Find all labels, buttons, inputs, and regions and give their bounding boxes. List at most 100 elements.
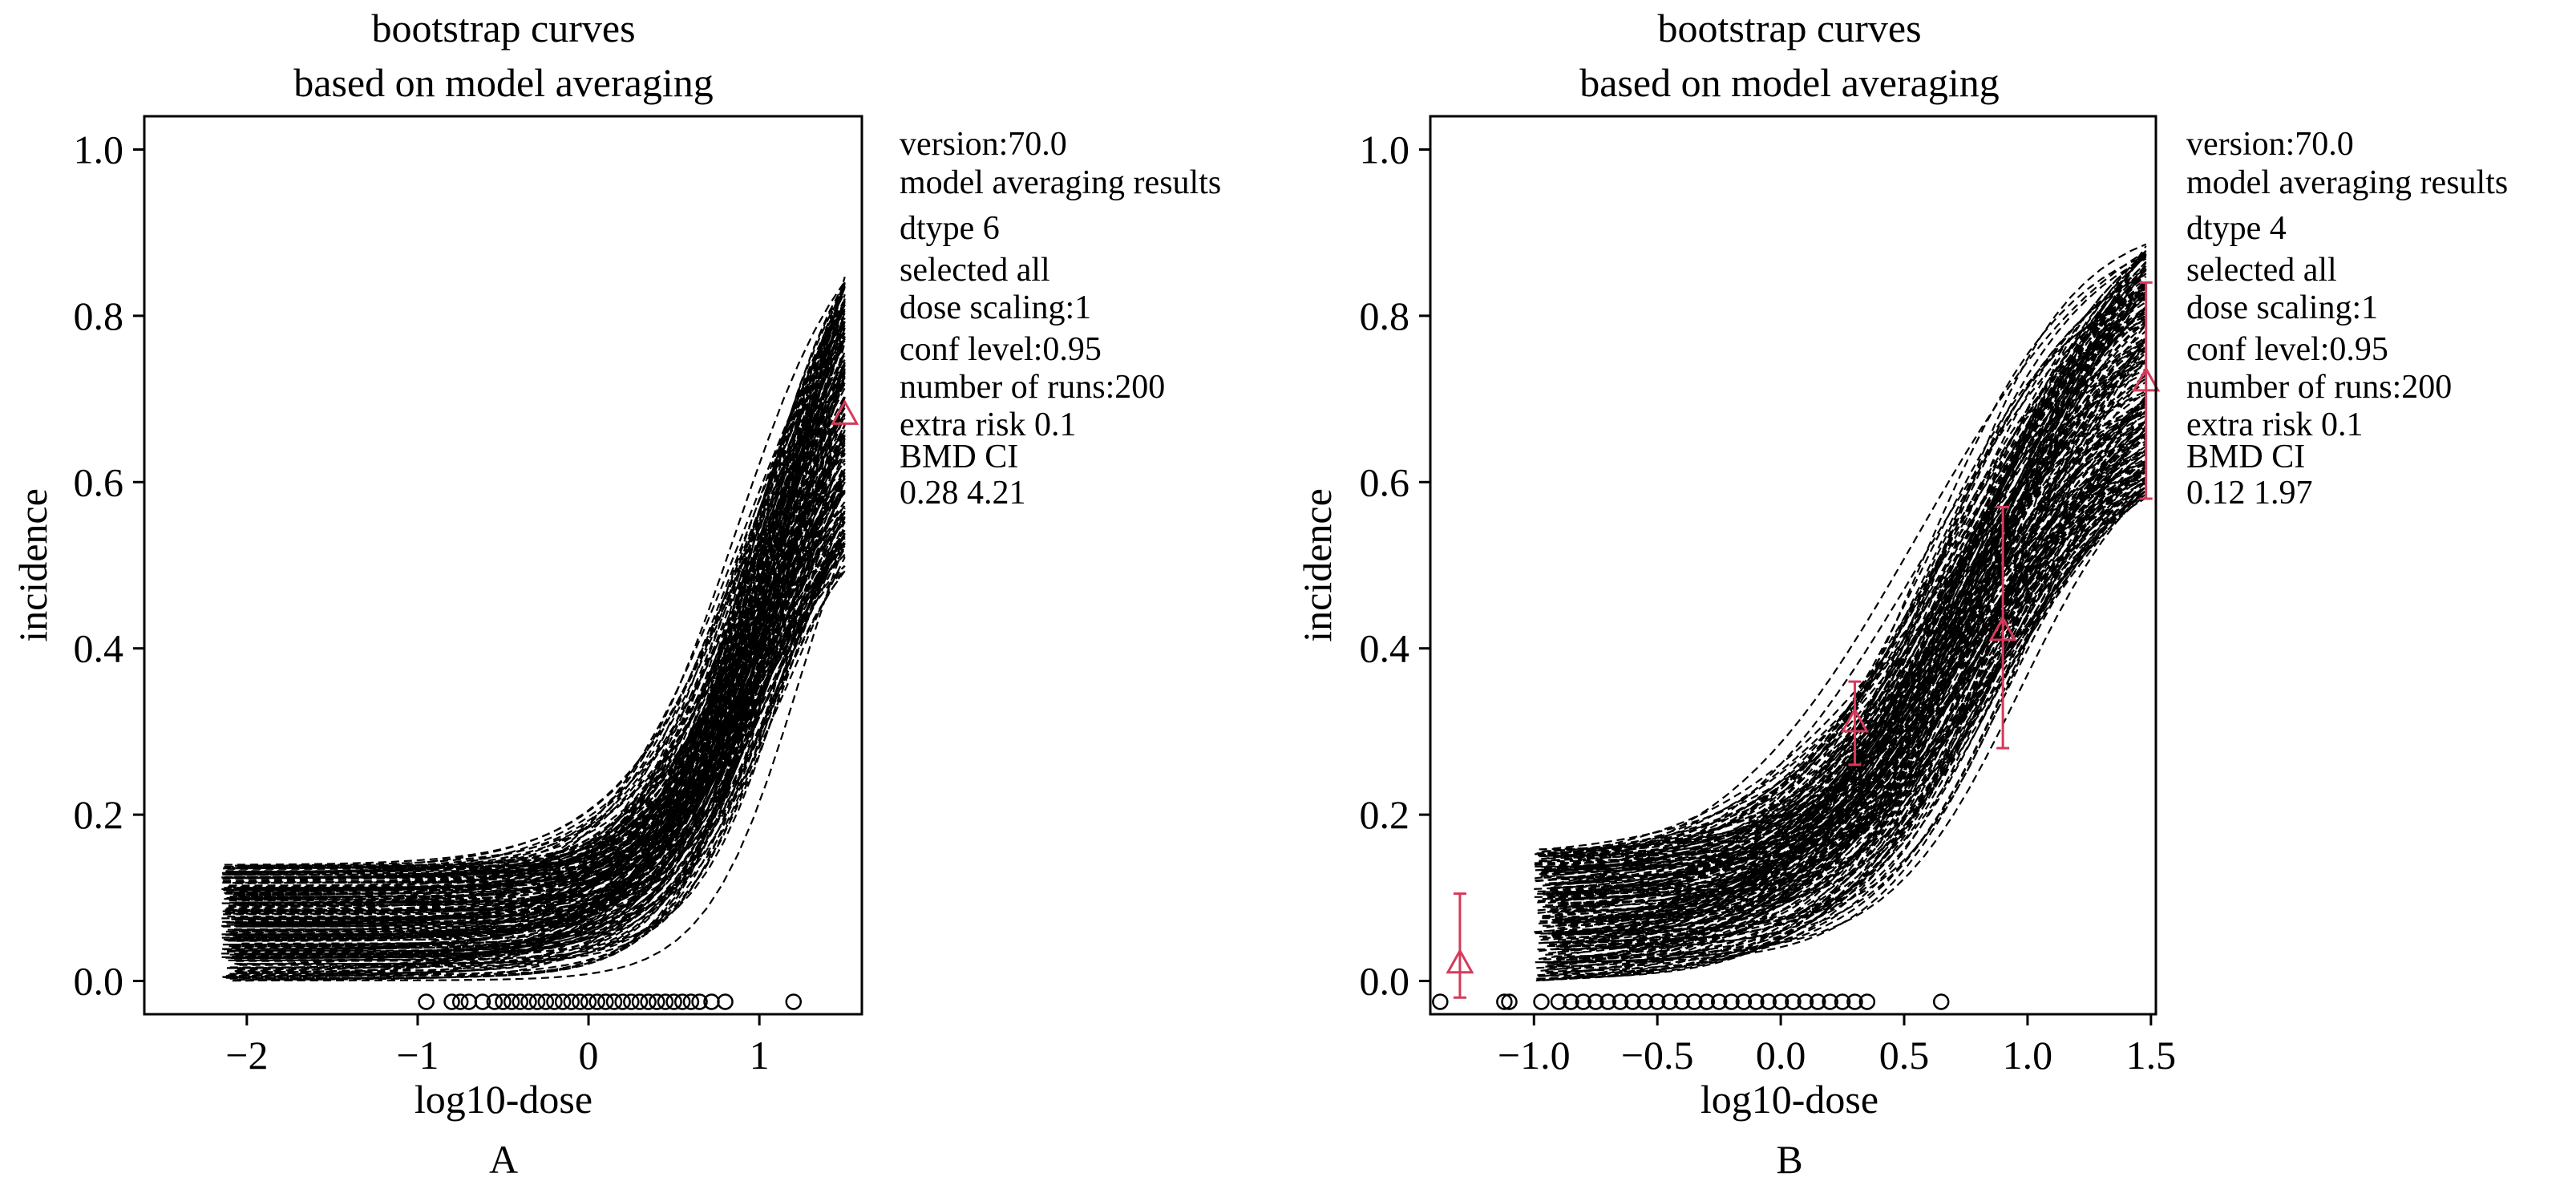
bootstrap-curve	[1558, 420, 2147, 879]
bmd-marker	[486, 993, 503, 1010]
y-axis-ticks: 0.0 0.2 0.4 0.6 0.8 1.0	[1360, 127, 1430, 1004]
bootstrap-curve	[226, 369, 846, 924]
bootstrap-curve	[1557, 439, 2147, 904]
bmd-marker	[1550, 993, 1567, 1010]
bootstrap-curve	[225, 510, 846, 941]
bmd-marker	[691, 993, 708, 1010]
bootstrap-curve	[1534, 463, 2147, 864]
x-tick-label: 1.5	[2126, 1033, 2177, 1078]
bootstrap-curve	[1543, 308, 2147, 961]
bootstrap-curve	[1559, 453, 2147, 904]
annotation-line: conf level:0.95	[900, 331, 1102, 368]
bmd-marker	[520, 993, 537, 1010]
panel-label: A	[489, 1137, 518, 1182]
bootstrap-curve	[1559, 346, 2147, 920]
bmd-marker	[1797, 993, 1814, 1010]
bootstrap-curve	[237, 301, 846, 904]
bmd-marker	[1858, 993, 1876, 1010]
x-axis-label: log10-dose	[1700, 1077, 1878, 1122]
bmd-marker	[474, 993, 491, 1010]
plot-frame	[143, 115, 863, 1016]
observed-points	[1446, 281, 2161, 999]
bootstrap-curve	[225, 477, 846, 979]
bmd-marker	[1648, 993, 1666, 1010]
x-axis-ticks: −2 −1 0 1	[225, 1014, 770, 1078]
annotation-line: 0.28 4.21	[900, 475, 1026, 512]
bmd-marker	[605, 993, 623, 1010]
x-tick-label: −1	[396, 1033, 439, 1078]
bmd-marker	[1661, 993, 1678, 1010]
bmd-marker	[1501, 993, 1518, 1010]
bootstrap-curve	[239, 533, 846, 890]
bootstrap-curve	[234, 431, 846, 878]
bootstrap-curve	[233, 542, 846, 981]
annotation-line: dtype 6	[900, 210, 1000, 247]
y-axis-ticks: 0.0 0.2 0.4 0.6 0.8 1.0	[74, 127, 144, 1004]
bootstrap-curve	[1560, 471, 2147, 924]
annotation-line: dose scaling:1	[900, 289, 1091, 326]
bmd-marker	[1563, 993, 1579, 1010]
y-tick-label: 0.8	[74, 293, 124, 338]
bootstrap-curve	[232, 431, 846, 982]
bmd-marker	[451, 993, 469, 1010]
bmd-marker	[572, 993, 588, 1010]
bootstrap-curve	[237, 285, 846, 981]
annotation-line: model averaging results	[900, 164, 1221, 201]
bootstrap-curve	[1536, 368, 2147, 980]
observed-points	[831, 399, 859, 425]
bootstrap-curve	[233, 338, 846, 946]
bootstrap-curve	[224, 284, 846, 914]
bootstrap-curve	[1553, 340, 2147, 938]
bootstrap-curve	[233, 486, 846, 936]
bmd-marker	[443, 993, 460, 1010]
bootstrap-curve	[1555, 285, 2147, 884]
bmd-marker	[1772, 993, 1789, 1010]
bmd-marker	[631, 993, 649, 1010]
panel-b: bootstrap curves based on model averagin…	[1295, 6, 2508, 1182]
bootstrap-curve	[230, 310, 846, 933]
bmd-marker	[1575, 993, 1592, 1010]
annotation-line: number of runs:200	[2186, 369, 2452, 406]
bootstrap-curve	[1542, 254, 2147, 927]
bootstrap-curve	[1547, 491, 2147, 948]
bmd-marker	[1932, 993, 1950, 1010]
bmd-marker	[1624, 993, 1641, 1010]
bootstrap-curve	[1544, 362, 2147, 871]
annotation-line: 0.12 1.97	[2186, 475, 2313, 512]
bmd-marker	[563, 993, 580, 1010]
bmd-marker	[495, 993, 512, 1010]
x-tick-label: −2	[225, 1033, 268, 1078]
bootstrap-curve	[241, 304, 846, 904]
bootstrap-curve	[240, 406, 846, 913]
bootstrap-curve	[1563, 278, 2147, 858]
chart-title: bootstrap curves	[371, 6, 635, 51]
bootstrap-curve	[229, 395, 846, 980]
bootstrap-curve	[240, 403, 846, 965]
y-tick-label: 0.6	[1360, 459, 1410, 504]
annotation-line: version:70.0	[900, 126, 1067, 163]
bootstrap-curve	[226, 338, 846, 891]
y-tick-label: 1.0	[1360, 127, 1410, 172]
chart-title: bootstrap curves	[1657, 6, 1921, 51]
bootstrap-curve	[1558, 458, 2147, 934]
bootstrap-curve	[237, 447, 846, 907]
bootstrap-curve	[240, 536, 846, 892]
y-tick-label: 0.4	[74, 626, 124, 671]
bootstrap-curve	[230, 362, 846, 900]
bmd-marker	[588, 993, 605, 1010]
bootstrap-curve	[1539, 420, 2147, 938]
bootstrap-curve	[1543, 255, 2147, 908]
y-tick-label: 0.0	[74, 959, 124, 1004]
bmd-marker	[1587, 993, 1604, 1010]
x-tick-label: −0.5	[1621, 1033, 1694, 1078]
annotation-line: version:70.0	[2186, 126, 2354, 163]
annotation-line: dtype 4	[2186, 210, 2287, 247]
bootstrap-curve	[1539, 362, 2147, 961]
bootstrap-curve	[1555, 257, 2147, 896]
bmd-marker	[554, 993, 572, 1010]
bootstrap-curve	[1550, 490, 2147, 964]
bootstrap-curve	[1554, 490, 2147, 957]
bmd-marker	[580, 993, 597, 1010]
bmd-marker	[1735, 993, 1753, 1010]
bmd-markers	[418, 993, 803, 1010]
